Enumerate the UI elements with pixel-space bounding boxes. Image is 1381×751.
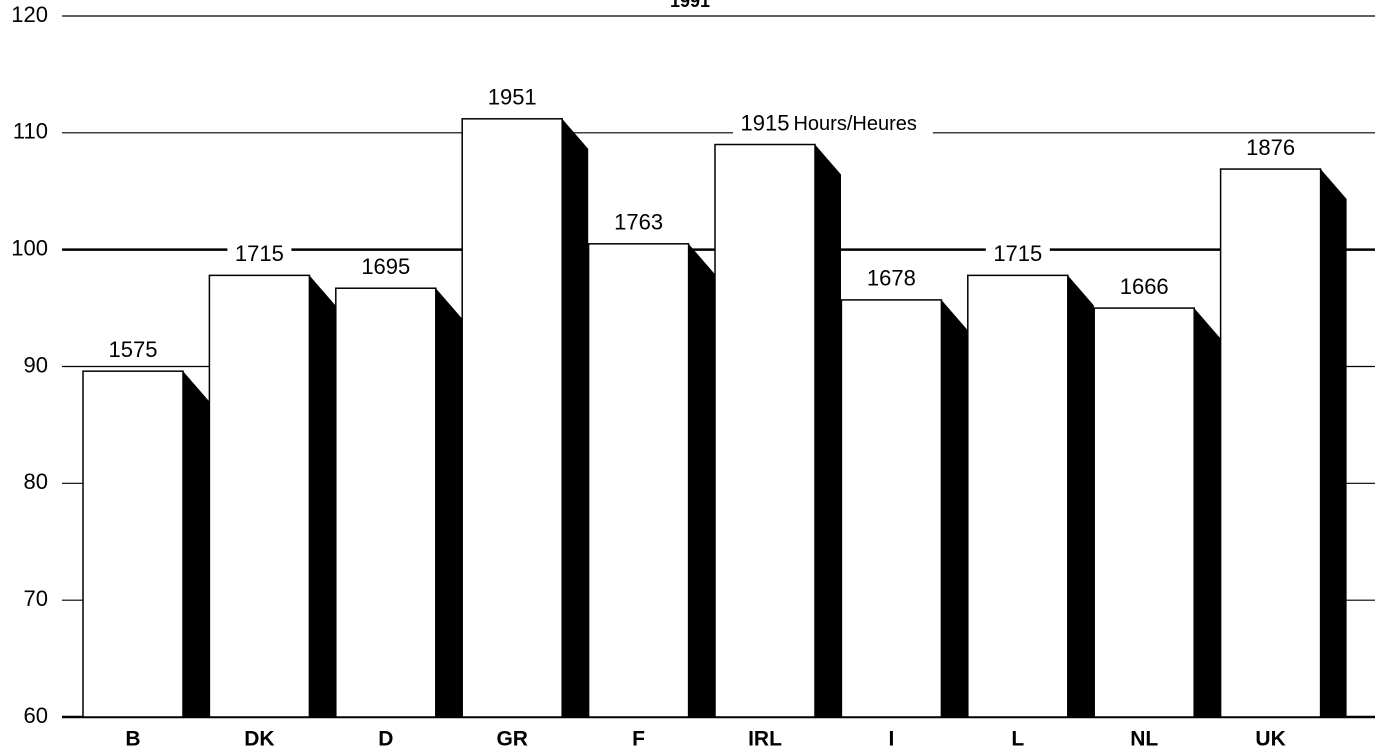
x-tick-label: B <box>125 728 140 751</box>
label-bg <box>606 210 671 237</box>
x-tick-label: I <box>888 728 894 751</box>
bar-side <box>941 299 968 717</box>
x-tick-label: NL <box>1130 728 1158 751</box>
bar-side <box>1320 169 1347 718</box>
data-label: 1695 <box>361 254 410 279</box>
data-label: 1915 <box>741 110 790 135</box>
bar <box>967 274 1069 718</box>
data-label: 1715 <box>993 241 1042 266</box>
label-bg <box>480 85 545 112</box>
x-tick-label: DK <box>244 728 274 751</box>
label-bg <box>1238 136 1303 163</box>
x-tick-label: UK <box>1255 728 1285 751</box>
bar <box>461 118 563 718</box>
data-label: 1666 <box>1120 274 1169 299</box>
data-label: 1678 <box>867 266 916 291</box>
y-tick-label: 120 <box>11 2 48 27</box>
bar-side <box>183 371 209 717</box>
chart-title: 1991 <box>670 0 710 11</box>
y-tick-label: 100 <box>11 235 48 260</box>
annotation: Hours/Heures <box>793 113 916 135</box>
bar <box>1093 307 1195 718</box>
bar <box>840 299 943 718</box>
bar <box>82 370 184 718</box>
data-label: 1951 <box>488 85 537 110</box>
bar <box>714 143 816 718</box>
data-label: 1575 <box>109 337 158 362</box>
x-tick-label: GR <box>496 728 528 751</box>
bar-side <box>435 288 462 717</box>
bar <box>208 274 311 718</box>
y-tick-label: 80 <box>24 469 48 494</box>
bar-side <box>688 243 715 717</box>
y-tick-label: 60 <box>24 703 48 728</box>
label-bg <box>1112 275 1177 302</box>
x-tick-label: F <box>632 728 645 751</box>
data-label: 1715 <box>235 241 284 266</box>
bar <box>1219 168 1322 718</box>
label-bg <box>733 111 933 138</box>
bar-side <box>815 144 841 717</box>
y-tick-label: 110 <box>13 119 48 144</box>
data-label: 1763 <box>614 210 663 235</box>
x-tick-label: L <box>1011 728 1024 751</box>
bar-side <box>562 118 589 717</box>
label-bg <box>985 242 1050 269</box>
bar-side <box>1067 275 1094 717</box>
bar <box>335 287 437 718</box>
x-tick-label: IRL <box>748 728 782 751</box>
label-bg <box>353 255 418 282</box>
x-tick-label: D <box>378 728 393 751</box>
label-bg <box>101 338 165 365</box>
bar <box>587 243 690 718</box>
label-bg <box>859 266 924 293</box>
y-tick-label: 70 <box>24 586 48 611</box>
y-tick-label: 90 <box>24 352 48 377</box>
bar-side <box>309 275 336 717</box>
data-label: 1876 <box>1246 135 1295 160</box>
bar-side <box>1194 308 1221 717</box>
label-bg <box>227 242 292 269</box>
